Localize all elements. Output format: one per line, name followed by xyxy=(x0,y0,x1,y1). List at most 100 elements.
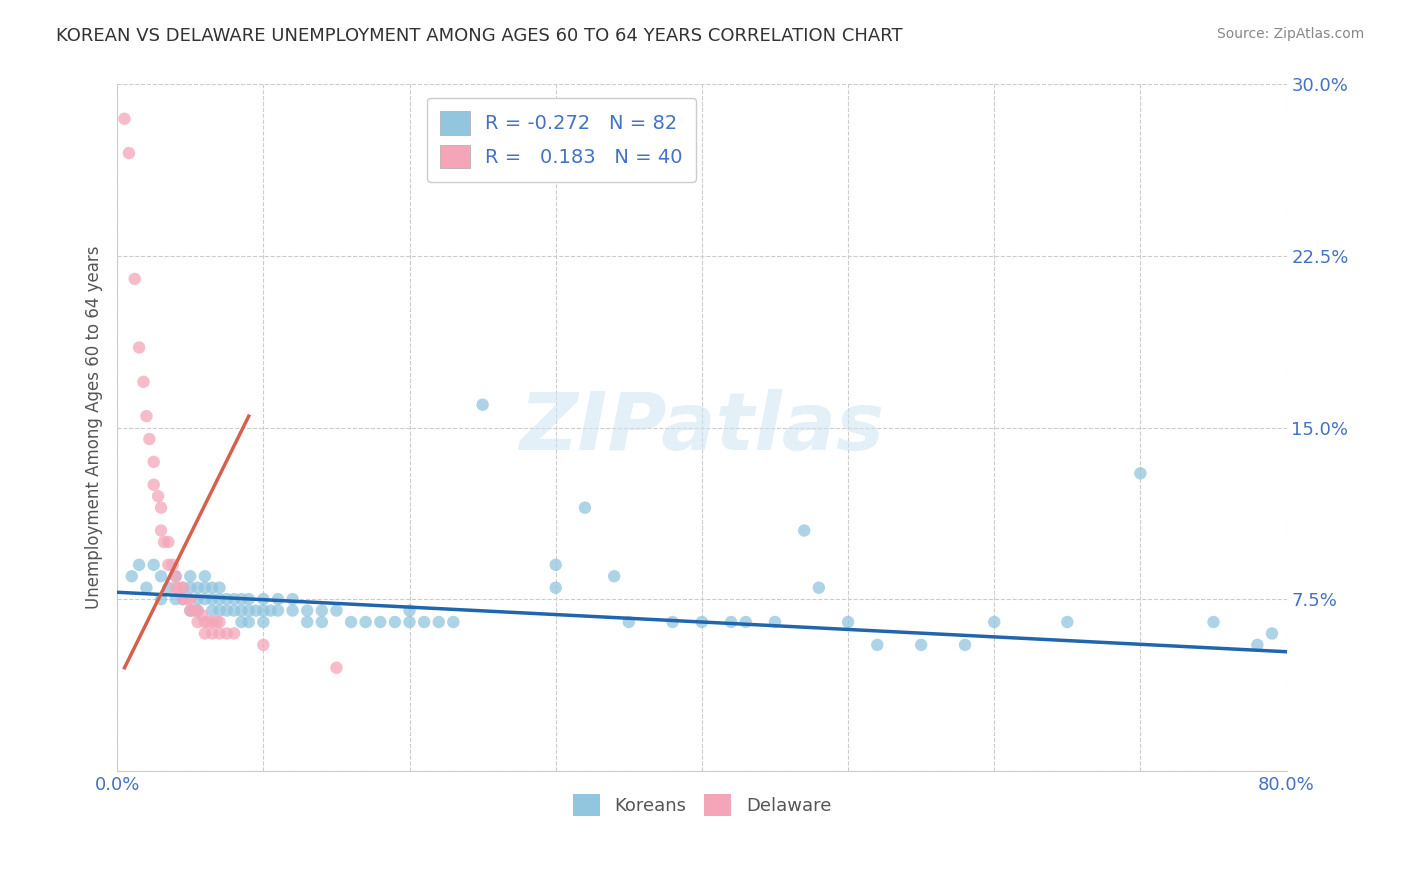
Point xyxy=(471,398,494,412)
Point xyxy=(231,592,253,607)
Point xyxy=(128,341,150,355)
Point xyxy=(325,661,347,675)
Point xyxy=(179,603,201,617)
Point xyxy=(150,524,173,538)
Point xyxy=(661,615,683,629)
Point xyxy=(201,592,224,607)
Point xyxy=(135,409,157,424)
Point xyxy=(128,558,150,572)
Point xyxy=(793,524,815,538)
Point xyxy=(1261,626,1284,640)
Point xyxy=(866,638,889,652)
Point xyxy=(690,615,713,629)
Point xyxy=(157,558,180,572)
Point xyxy=(187,603,209,617)
Point xyxy=(150,592,173,607)
Point xyxy=(311,615,333,629)
Point xyxy=(179,569,201,583)
Point xyxy=(252,615,274,629)
Point xyxy=(807,581,830,595)
Point xyxy=(325,603,347,617)
Point xyxy=(194,592,217,607)
Point xyxy=(267,603,290,617)
Point xyxy=(201,626,224,640)
Point xyxy=(281,592,304,607)
Point xyxy=(1129,467,1152,481)
Point xyxy=(413,615,436,629)
Point xyxy=(172,581,194,595)
Point xyxy=(224,626,246,640)
Point xyxy=(983,615,1005,629)
Point xyxy=(194,581,217,595)
Point xyxy=(231,615,253,629)
Point xyxy=(201,581,224,595)
Point xyxy=(297,603,319,617)
Point xyxy=(427,615,450,629)
Point xyxy=(281,603,304,617)
Point xyxy=(142,558,165,572)
Point xyxy=(172,581,194,595)
Point xyxy=(132,375,155,389)
Point xyxy=(165,581,187,595)
Point xyxy=(165,569,187,583)
Point xyxy=(187,615,209,629)
Point xyxy=(208,581,231,595)
Point xyxy=(224,603,246,617)
Point xyxy=(150,569,173,583)
Point xyxy=(179,592,201,607)
Point xyxy=(238,603,260,617)
Point xyxy=(734,615,756,629)
Point xyxy=(201,615,224,629)
Point xyxy=(354,615,377,629)
Point xyxy=(837,615,859,629)
Point xyxy=(191,608,214,623)
Point xyxy=(617,615,640,629)
Point xyxy=(238,615,260,629)
Point xyxy=(146,489,169,503)
Point xyxy=(194,615,217,629)
Point xyxy=(441,615,464,629)
Point xyxy=(150,500,173,515)
Point xyxy=(297,615,319,629)
Text: Source: ZipAtlas.com: Source: ZipAtlas.com xyxy=(1216,27,1364,41)
Point xyxy=(603,569,626,583)
Point xyxy=(544,581,567,595)
Point xyxy=(194,569,217,583)
Point xyxy=(142,477,165,491)
Point xyxy=(398,615,420,629)
Point xyxy=(340,615,363,629)
Point xyxy=(208,603,231,617)
Point xyxy=(238,592,260,607)
Point xyxy=(157,581,180,595)
Text: KOREAN VS DELAWARE UNEMPLOYMENT AMONG AGES 60 TO 64 YEARS CORRELATION CHART: KOREAN VS DELAWARE UNEMPLOYMENT AMONG AG… xyxy=(56,27,903,45)
Point xyxy=(187,581,209,595)
Point xyxy=(167,581,190,595)
Point xyxy=(179,603,201,617)
Point xyxy=(252,603,274,617)
Y-axis label: Unemployment Among Ages 60 to 64 years: Unemployment Among Ages 60 to 64 years xyxy=(86,246,103,609)
Text: ZIPatlas: ZIPatlas xyxy=(519,389,884,467)
Point xyxy=(252,592,274,607)
Point xyxy=(574,500,596,515)
Point xyxy=(181,603,204,617)
Point xyxy=(208,626,231,640)
Point xyxy=(187,603,209,617)
Point xyxy=(1056,615,1078,629)
Point xyxy=(252,638,274,652)
Point xyxy=(368,615,391,629)
Point xyxy=(172,592,194,607)
Point xyxy=(165,592,187,607)
Point xyxy=(153,535,176,549)
Point xyxy=(260,603,283,617)
Point xyxy=(157,535,180,549)
Point xyxy=(384,615,406,629)
Point xyxy=(953,638,976,652)
Point xyxy=(1246,638,1268,652)
Point xyxy=(179,581,201,595)
Point xyxy=(544,558,567,572)
Point xyxy=(114,112,136,126)
Point xyxy=(208,592,231,607)
Point xyxy=(267,592,290,607)
Point xyxy=(138,432,160,446)
Point xyxy=(194,626,217,640)
